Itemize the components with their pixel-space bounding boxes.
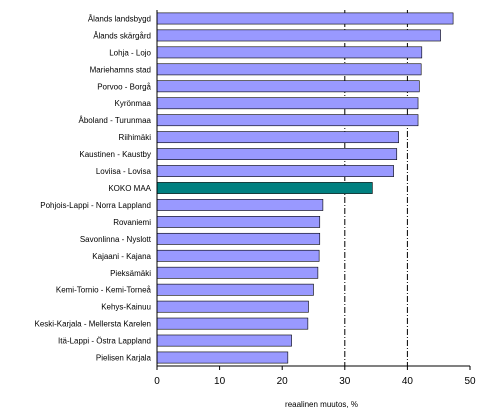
bar-11 — [156, 199, 324, 211]
category-label-9: Loviisa - Lovisa — [96, 167, 152, 176]
bar-19 — [156, 334, 292, 347]
category-label-17: Kehys-Kainuu — [101, 303, 151, 312]
bar-2 — [156, 46, 423, 59]
category-label-14: Kajaani - Kajana — [92, 252, 151, 261]
category-label-7: Riihimäki — [119, 133, 152, 142]
category-label-5: Kyrönmaa — [115, 99, 152, 108]
bar-8 — [156, 148, 398, 160]
category-label-6: Åboland - Turunmaa — [79, 116, 152, 125]
bar-0 — [156, 12, 454, 25]
bar-4 — [156, 80, 420, 93]
x-tick-label-0: 0 — [154, 376, 160, 387]
category-label-11: Pohjois-Lappi - Norra Lappland — [40, 201, 151, 210]
category-label-2: Lohja - Lojo — [109, 48, 151, 57]
bar-7 — [156, 131, 399, 144]
bar-13 — [156, 232, 321, 245]
category-label-20: Pielisen Karjala — [96, 354, 152, 363]
category-label-16: Kemi-Tornio - Kemi-Torneå — [56, 286, 152, 295]
category-label-18: Keski-Karjala - Mellersta Karelen — [35, 320, 152, 329]
bar-10 — [156, 182, 373, 194]
category-label-13: Savonlinna - Nyslott — [80, 235, 152, 244]
bar-9 — [156, 165, 394, 177]
category-label-0: Ålands landsbygd — [88, 14, 151, 23]
bar-20 — [156, 351, 289, 364]
category-label-10: KOKO MAA — [108, 184, 151, 193]
category-label-1: Ålands skärgård — [93, 31, 151, 40]
x-tick-label-4: 40 — [402, 376, 414, 387]
bar-3 — [156, 63, 422, 76]
bar-5 — [156, 97, 419, 110]
bar-14 — [156, 249, 320, 262]
category-labels: Ålands landsbygd Ålands skärgård Lohja - L… — [35, 14, 152, 362]
category-label-12: Rovaniemi — [113, 218, 151, 227]
category-label-4: Porvoo - Borgå — [97, 82, 151, 91]
x-tick-label-1: 10 — [214, 376, 226, 387]
category-label-19: Itä-Lappi - Östra Lappland — [58, 337, 151, 346]
bar-6 — [156, 114, 419, 127]
bar-15 — [156, 266, 319, 279]
x-tick-label-2: 20 — [277, 376, 289, 387]
bars — [156, 12, 454, 364]
bar-17 — [156, 300, 309, 313]
x-axis-title: reaalinen muutos, % — [285, 400, 358, 409]
bar-16 — [156, 283, 314, 296]
category-label-8: Kaustinen - Kaustby — [79, 150, 151, 159]
category-label-3: Mariehamns stad — [90, 65, 151, 74]
x-tick-label-5: 50 — [464, 376, 476, 387]
x-axis-ticks: 0 10 20 30 40 50 — [154, 366, 476, 387]
x-tick-label-3: 30 — [339, 376, 351, 387]
category-label-15: Pieksämäki — [110, 269, 151, 278]
bar-18 — [156, 317, 309, 330]
bar-1 — [156, 29, 441, 42]
bar-12 — [156, 216, 321, 228]
